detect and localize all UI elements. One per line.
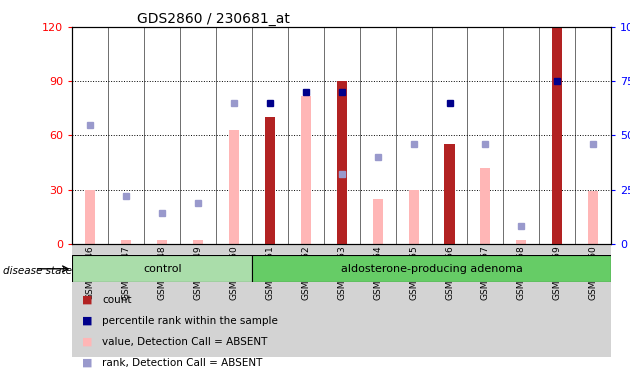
Bar (373, 199, 382, 244)
Bar (229, 130, 239, 244)
Bar (588, 191, 598, 244)
Text: ■: ■ (82, 316, 93, 326)
Text: value, Detection Call = ABSENT: value, Detection Call = ABSENT (102, 337, 267, 347)
Bar (122, 240, 131, 244)
Bar (72, 244, 611, 357)
Bar (337, 81, 346, 244)
Text: GDS2860 / 230681_at: GDS2860 / 230681_at (137, 12, 290, 26)
Text: ■: ■ (82, 358, 93, 368)
Bar (193, 240, 203, 244)
Bar (301, 96, 311, 244)
Text: disease state: disease state (3, 266, 72, 276)
Bar (481, 168, 490, 244)
Bar (553, 27, 562, 244)
Bar (409, 190, 418, 244)
Text: count: count (102, 295, 132, 305)
Text: ■: ■ (82, 295, 93, 305)
Bar (72, 255, 252, 282)
Text: ■: ■ (82, 337, 93, 347)
Text: rank, Detection Call = ABSENT: rank, Detection Call = ABSENT (102, 358, 263, 368)
Bar (158, 240, 167, 244)
Bar (517, 240, 526, 244)
Text: control: control (143, 264, 181, 274)
Bar (445, 144, 454, 244)
Bar (252, 255, 611, 282)
Text: percentile rank within the sample: percentile rank within the sample (102, 316, 278, 326)
Bar (265, 117, 275, 244)
Text: aldosterone-producing adenoma: aldosterone-producing adenoma (341, 264, 522, 274)
Bar (86, 190, 95, 244)
